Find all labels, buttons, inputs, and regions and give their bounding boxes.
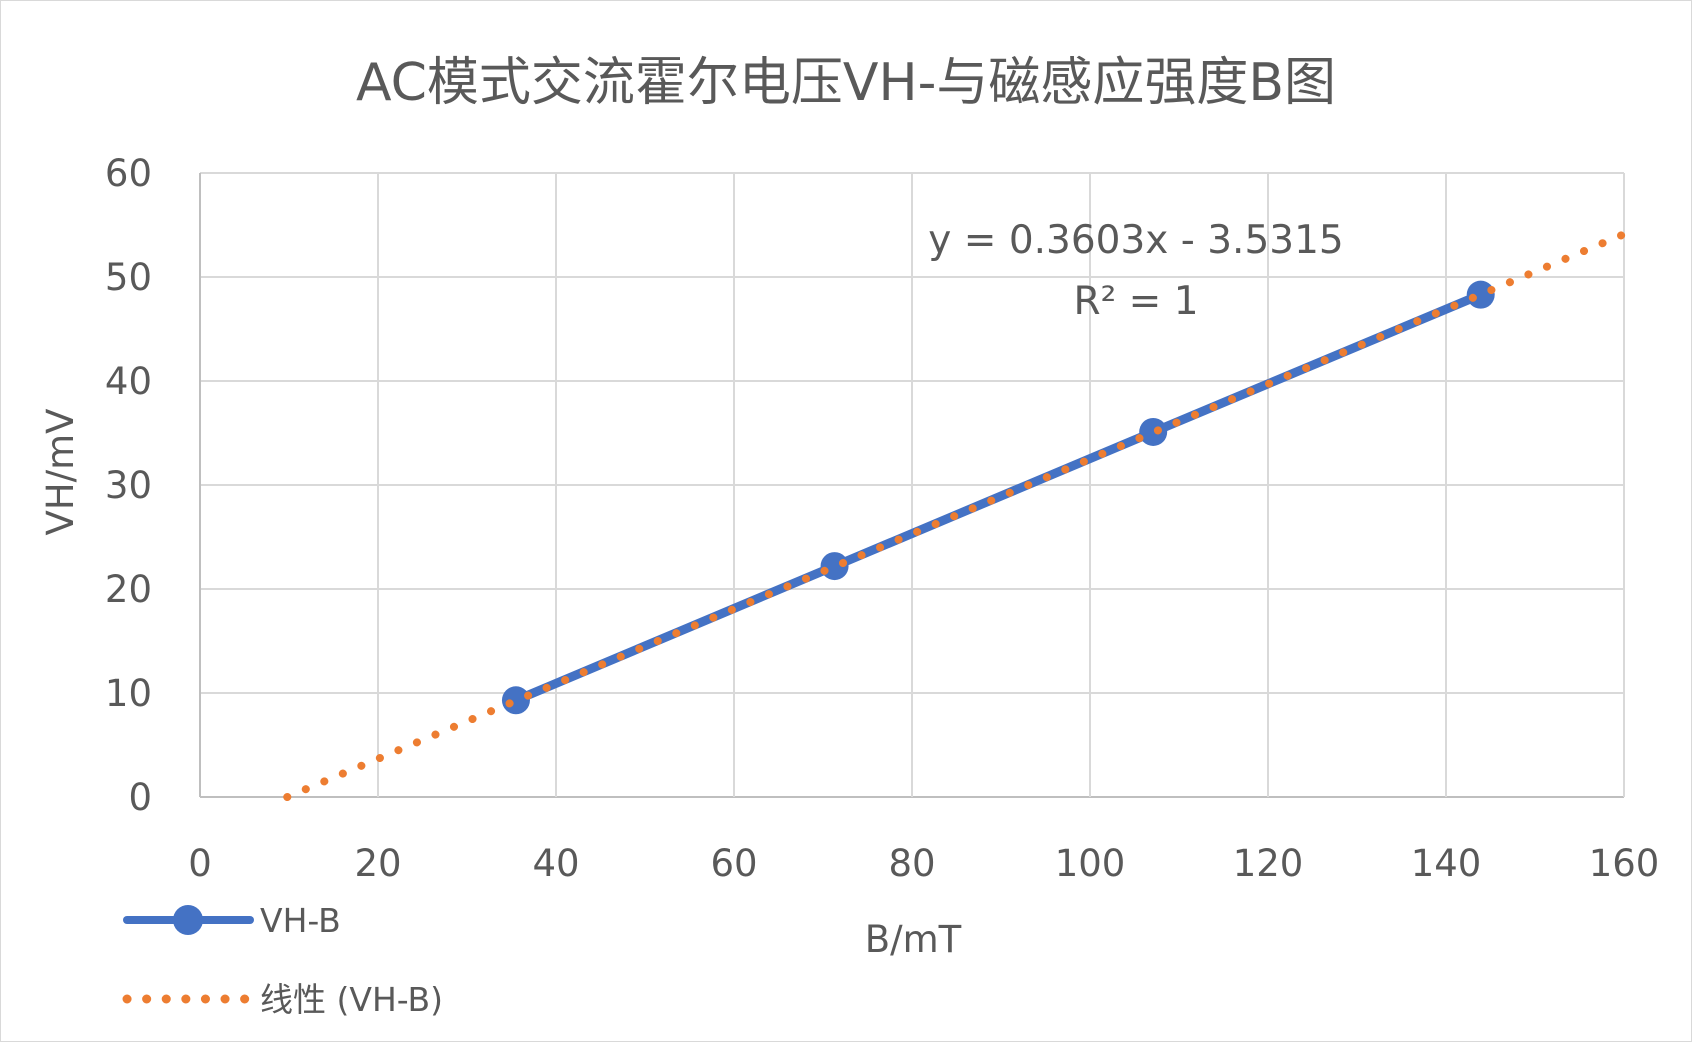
x-tick-label-80: 80 [888,842,935,885]
x-tick-label-20: 20 [354,842,401,885]
y-tick-label-50: 50 [105,256,152,299]
data-point-0 [501,686,530,715]
x-tick-label-160: 160 [1589,842,1660,885]
y-tick-label-0: 0 [128,776,152,819]
x-tick-label-120: 120 [1233,842,1304,885]
x-axis-label: B/mT [865,918,962,961]
grid [199,172,1625,798]
x-tick-label-60: 60 [710,842,757,885]
legend: VH-B 线性 (VH-B) [122,901,443,1019]
x-tick-label-0: 0 [188,842,212,885]
y-tick-label-20: 20 [105,568,152,611]
y-tick-label-10: 10 [105,672,152,715]
trendline-equation: y = 0.3603x - 3.5315 [928,218,1343,263]
y-axis-label: VH/mV [39,409,82,536]
chart-title: AC模式交流霍尔电压VH-与磁感应强度B图 [356,53,1336,113]
y-axis-ticks: 0 10 20 30 40 50 60 [105,152,152,819]
y-tick-label-60: 60 [105,152,152,195]
y-tick-label-30: 30 [105,464,152,507]
legend-series-label: VH-B [260,901,341,940]
x-tick-label-140: 140 [1411,842,1482,885]
series-vh-b [501,280,1495,715]
legend-series-marker [173,905,203,935]
x-tick-label-100: 100 [1055,842,1126,885]
trendline [283,230,1628,802]
x-tick-label-40: 40 [532,842,579,885]
x-axis-ticks: 0 20 40 60 80 100 120 140 160 [188,842,1659,885]
legend-trendline-label: 线性 (VH-B) [260,980,443,1019]
trendline-line [283,230,1628,802]
data-point-2 [1139,417,1168,446]
trendline-r-squared: R² = 1 [1073,279,1198,324]
y-tick-label-40: 40 [105,360,152,403]
